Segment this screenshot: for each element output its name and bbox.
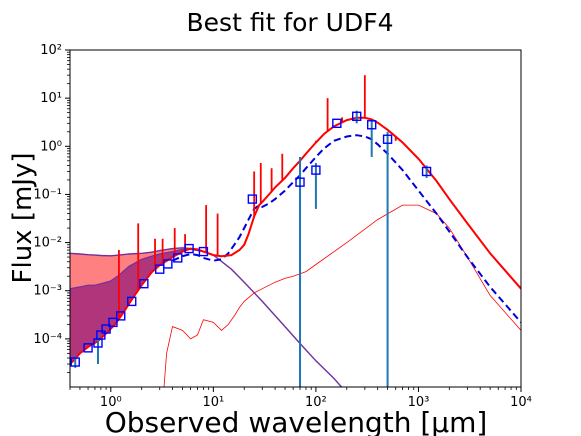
observation-marker xyxy=(198,246,209,257)
y-axis-label: Flux [mJy] xyxy=(8,153,38,284)
y-tick-label: 10⁻³ xyxy=(33,284,62,299)
y-tick-label: 10⁰ xyxy=(40,139,62,154)
plot-area xyxy=(70,75,521,387)
agn-component-line xyxy=(163,204,521,387)
x-tick-label: 10⁴ xyxy=(510,395,532,410)
y-tick-label: 10² xyxy=(40,43,62,58)
observation-marker xyxy=(352,111,362,121)
observation-marker xyxy=(108,317,118,328)
stellar-unattenuated-fill xyxy=(70,247,214,364)
stellar-attenuated-fill xyxy=(70,248,214,364)
observation-marker xyxy=(127,296,137,307)
axes: 10⁰ 10¹ 10² 10³ 10⁴ 10⁻⁴ 10⁻³ 10⁻² 10⁻¹ 10⁰ 10¹ 10² xyxy=(33,43,532,410)
observation-marker xyxy=(116,311,126,321)
y-tick-label: 10⁻⁴ xyxy=(33,332,62,347)
y-tick-label: 10⁻¹ xyxy=(33,187,62,202)
observation-marker xyxy=(382,134,393,144)
dust-model-line xyxy=(172,134,521,324)
x-tick-label: 10⁰ xyxy=(100,395,122,410)
observation-marker xyxy=(421,166,432,177)
observation-marker xyxy=(163,259,173,269)
x-tick-label: 10² xyxy=(305,395,327,410)
observation-marker xyxy=(139,278,149,289)
observation-marker xyxy=(366,120,377,130)
chart-title: Best fit for UDF4 xyxy=(187,8,394,37)
x-tick-label: 10³ xyxy=(408,395,430,410)
observation-marker xyxy=(184,243,194,254)
observation-marker xyxy=(96,330,106,340)
observation-marker xyxy=(295,177,305,187)
y-tick-label: 10⁻² xyxy=(33,236,62,251)
observation-marker xyxy=(155,264,165,274)
x-axis-label: Observed wavelength [μm] xyxy=(105,406,488,436)
observation-marker xyxy=(311,165,321,175)
y-tick-label: 10¹ xyxy=(40,91,62,106)
observation-marker xyxy=(247,194,258,204)
total-model-line xyxy=(70,116,521,365)
observation-marker xyxy=(70,357,80,367)
observation-marker xyxy=(332,118,342,129)
observation-marker xyxy=(173,253,183,263)
plot-frame xyxy=(69,49,522,388)
x-tick-label: 10¹ xyxy=(202,395,224,410)
observation-marker xyxy=(101,324,111,334)
observation-marker xyxy=(83,343,93,353)
